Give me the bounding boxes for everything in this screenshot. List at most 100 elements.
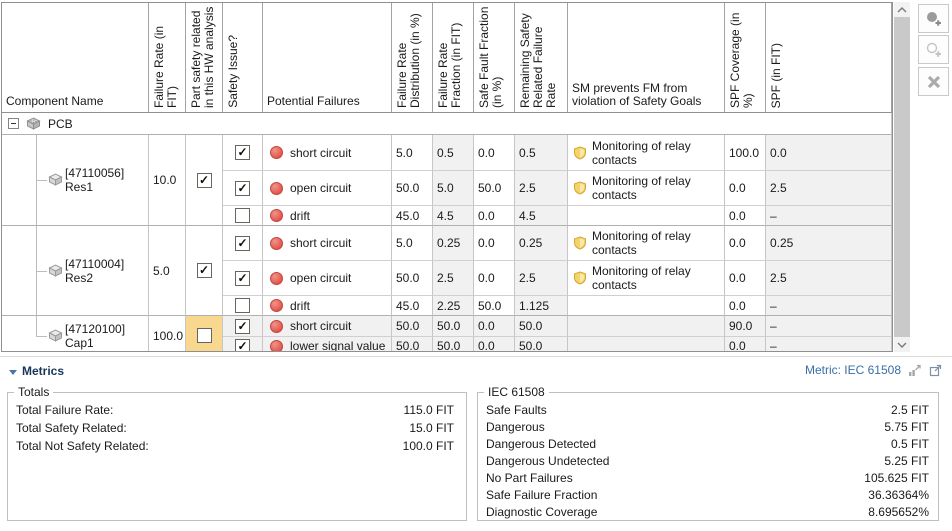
- distribution-cell: 50.0: [392, 337, 433, 351]
- collapse-expander-icon[interactable]: [8, 118, 19, 129]
- potential-failure-cell[interactable]: short circuit: [263, 316, 392, 337]
- scrollbar-thumb[interactable]: [894, 17, 910, 337]
- failure-mode-icon: [270, 146, 283, 159]
- metric-row: Dangerous Undetected 5.25 FIT: [486, 453, 929, 468]
- remaining-cell: 50.0: [515, 316, 568, 337]
- safety-issue-checkbox[interactable]: [235, 208, 250, 223]
- distribution-cell[interactable]: 45.0: [392, 296, 433, 316]
- potential-failure-cell[interactable]: open circuit: [263, 261, 392, 296]
- collapse-triangle-icon: [9, 369, 17, 375]
- safety-issue-checkbox[interactable]: [235, 270, 250, 286]
- safety-mechanism-cell[interactable]: Monitoring of relay contacts: [568, 135, 725, 171]
- spf-cell: 2.5: [766, 261, 892, 296]
- safety-mechanism-cell[interactable]: [568, 206, 725, 226]
- spf-coverage-cell[interactable]: 100.0: [725, 135, 766, 171]
- potential-failure-cell[interactable]: drift: [263, 296, 392, 316]
- totals-groupbox: Totals Total Failure Rate: 115.0 FIT Tota…: [7, 385, 467, 521]
- safety-mechanism-cell[interactable]: [568, 296, 725, 316]
- col-header-safe-fault-fraction: Safe Fault Fraction (in %): [474, 3, 515, 113]
- distribution-cell[interactable]: 5.0: [392, 135, 433, 171]
- safety-mechanism-shield-icon: [574, 145, 586, 160]
- component-name: Res2: [65, 270, 94, 285]
- safe-fault-fraction-cell[interactable]: 50.0: [474, 296, 515, 316]
- failure-rate-cell[interactable]: 100.0: [149, 316, 186, 351]
- safety-mechanism-cell[interactable]: Monitoring of relay contacts: [568, 261, 725, 296]
- safety-mechanism-shield-icon: [574, 236, 586, 250]
- component-id: [47120100]: [65, 321, 126, 336]
- safety-issue-cell: [223, 316, 263, 337]
- add-failure-button[interactable]: [918, 4, 949, 33]
- component-id: [47110004]: [65, 256, 125, 271]
- failure-rate-cell[interactable]: 5.0: [149, 226, 186, 316]
- safety-issue-checkbox[interactable]: [235, 318, 250, 334]
- safety-issue-checkbox[interactable]: [235, 338, 250, 351]
- metrics-panel: Metrics Metric: IEC 61508 Totals Total F…: [0, 356, 952, 531]
- add-failure-alt-button[interactable]: [918, 35, 949, 64]
- delete-button[interactable]: [918, 67, 949, 96]
- component-icon: [48, 263, 63, 277]
- safety-mechanism-cell[interactable]: Monitoring of relay contacts: [568, 226, 725, 261]
- safety-issue-cell: [223, 226, 263, 261]
- col-header-label: Component Name: [6, 94, 104, 108]
- component-cell-res2[interactable]: [47110004] Res2: [2, 226, 149, 316]
- spf-coverage-cell[interactable]: 0.0: [725, 171, 766, 206]
- spf-coverage-cell: 0.0: [725, 337, 766, 351]
- part-safety-related-cell-warning: [186, 316, 223, 351]
- part-safety-checkbox[interactable]: [196, 172, 212, 188]
- potential-failure-cell[interactable]: drift: [263, 206, 392, 226]
- potential-failure-cell[interactable]: short circuit: [263, 135, 392, 171]
- safety-mechanism-shield-icon: [574, 181, 586, 195]
- failure-name: drift: [290, 208, 311, 223]
- distribution-cell[interactable]: 5.0: [392, 226, 433, 261]
- fraction-cell: 2.5: [433, 261, 474, 296]
- component-cell-cap1[interactable]: [47120100] Cap1: [2, 316, 149, 351]
- distribution-cell[interactable]: 45.0: [392, 206, 433, 226]
- safe-fault-fraction-cell[interactable]: 50.0: [474, 171, 515, 206]
- safety-issue-checkbox[interactable]: [235, 298, 250, 313]
- metric-row: Diagnostic Coverage 8.695652%: [486, 504, 929, 519]
- open-external-icon[interactable]: [929, 364, 942, 377]
- spf-coverage-cell[interactable]: 0.0: [725, 261, 766, 296]
- metrics-section-toggle[interactable]: Metrics: [9, 364, 64, 378]
- col-header-label: Failure Rate Fraction (in FIT): [436, 22, 463, 108]
- spf-cell: –: [766, 296, 892, 316]
- part-safety-checkbox[interactable]: [196, 263, 212, 278]
- distribution-cell[interactable]: 50.0: [392, 171, 433, 206]
- tree-row-pcb[interactable]: PCB: [2, 113, 892, 135]
- potential-failure-cell[interactable]: short circuit: [263, 226, 392, 261]
- scroll-up-button[interactable]: [894, 2, 910, 17]
- spf-coverage-cell[interactable]: 0.0: [725, 226, 766, 261]
- safe-fault-fraction-cell[interactable]: 0.0: [474, 261, 515, 296]
- part-safety-checkbox[interactable]: [196, 328, 212, 343]
- col-header-spf: SPF (in FIT): [766, 3, 892, 113]
- safety-mechanism-cell[interactable]: Monitoring of relay contacts: [568, 171, 725, 206]
- component-icon: [48, 173, 63, 186]
- failure-rate-cell[interactable]: 10.0: [149, 135, 186, 226]
- distribution-cell[interactable]: 50.0: [392, 261, 433, 296]
- scroll-down-button[interactable]: [894, 337, 910, 352]
- safety-issue-checkbox[interactable]: [235, 145, 250, 160]
- safe-fault-fraction-cell[interactable]: 0.0: [474, 135, 515, 171]
- potential-failure-cell[interactable]: lower signal value: [263, 337, 392, 351]
- col-header-part-safety-related: Part safety related in this HW analysis: [186, 3, 223, 113]
- failure-name: short circuit: [290, 319, 352, 333]
- potential-failure-cell[interactable]: open circuit: [263, 171, 392, 206]
- safe-fault-fraction-cell[interactable]: 0.0: [474, 226, 515, 261]
- col-header-potential-failures: Potential Failures: [263, 3, 392, 113]
- safety-issue-cell: [223, 337, 263, 351]
- component-id: [47110056]: [65, 166, 125, 180]
- failure-mode-icon: [270, 181, 283, 195]
- safety-issue-checkbox[interactable]: [235, 180, 250, 196]
- safety-issue-cell: [223, 206, 263, 226]
- col-header-sm-prevents: SM prevents FM from violation of Safety …: [568, 3, 725, 113]
- tree-row-label: PCB: [48, 116, 73, 131]
- safety-issue-checkbox[interactable]: [235, 235, 250, 251]
- spf-coverage-cell: 90.0: [725, 316, 766, 337]
- vertical-scrollbar[interactable]: [894, 2, 910, 352]
- failure-name: open circuit: [290, 271, 352, 285]
- export-report-icon[interactable]: [908, 364, 922, 377]
- safe-fault-fraction-cell[interactable]: 0.0: [474, 206, 515, 226]
- spf-coverage-cell[interactable]: 0.0: [725, 296, 766, 316]
- spf-coverage-cell[interactable]: 0.0: [725, 206, 766, 226]
- component-cell-res1[interactable]: [47110056] Res1: [2, 135, 149, 226]
